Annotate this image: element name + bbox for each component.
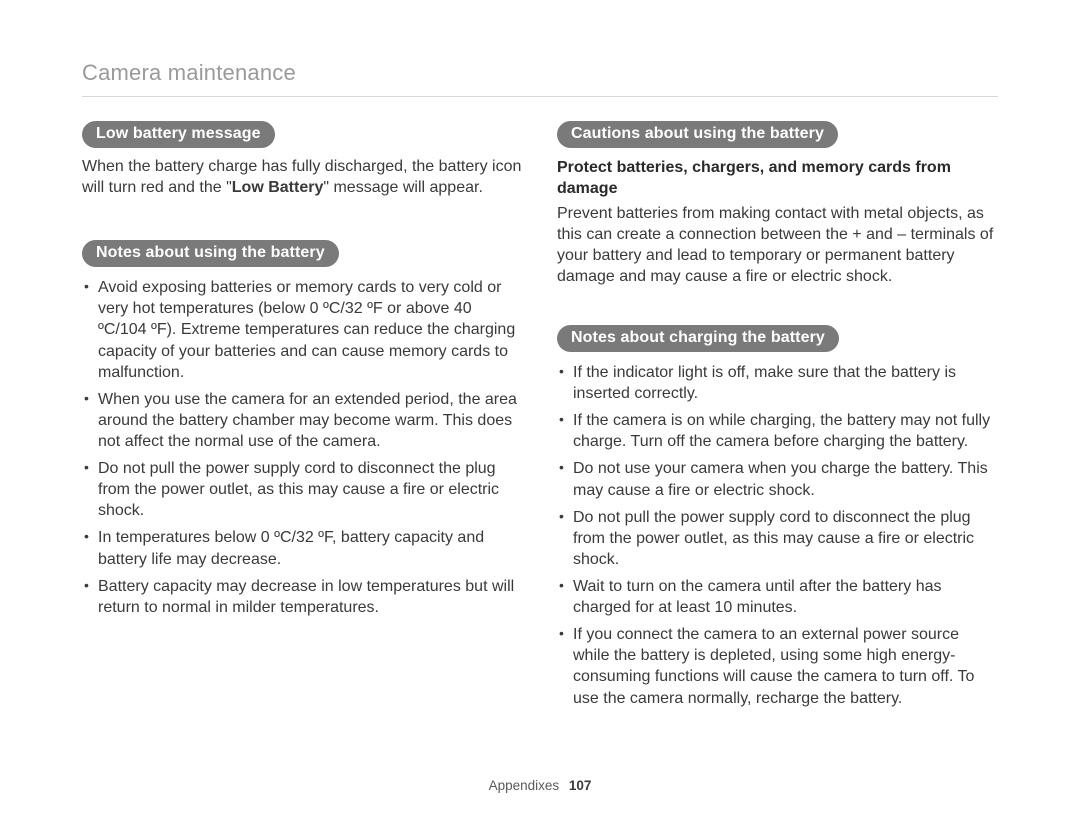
footer-page-number: 107 [569, 778, 592, 793]
spacer [82, 204, 523, 226]
notes-charging-list: If the indicator light is off, make sure… [557, 362, 998, 709]
text-run: " message will appear. [323, 179, 483, 196]
list-item: If the camera is on while charging, the … [557, 410, 998, 452]
left-column: Low battery message When the battery cha… [82, 121, 523, 715]
cautions-subhead: Protect batteries, chargers, and memory … [557, 158, 998, 200]
footer-section-label: Appendixes [489, 778, 560, 793]
section-pill-notes-charging: Notes about charging the battery [557, 325, 839, 352]
list-item: Do not use your camera when you charge t… [557, 458, 998, 500]
bold-inline-low-battery: Low Battery [232, 179, 324, 196]
two-column-layout: Low battery message When the battery cha… [82, 121, 998, 715]
list-item: In temperatures below 0 ºC/32 ºF, batter… [82, 527, 523, 569]
list-item: Wait to turn on the camera until after t… [557, 576, 998, 618]
notes-using-list: Avoid exposing batteries or memory cards… [82, 277, 523, 618]
list-item: When you use the camera for an extended … [82, 389, 523, 452]
spacer [557, 293, 998, 311]
manual-page: Camera maintenance Low battery message W… [0, 0, 1080, 815]
cautions-paragraph: Prevent batteries from making contact wi… [557, 203, 998, 287]
section-pill-cautions: Cautions about using the battery [557, 121, 838, 148]
right-column: Cautions about using the battery Protect… [557, 121, 998, 715]
list-item: If the indicator light is off, make sure… [557, 362, 998, 404]
section-pill-low-battery: Low battery message [82, 121, 275, 148]
section-pill-notes-using: Notes about using the battery [82, 240, 339, 267]
breadcrumb: Camera maintenance [82, 60, 998, 97]
list-item: Battery capacity may decrease in low tem… [82, 576, 523, 618]
list-item: If you connect the camera to an external… [557, 624, 998, 708]
list-item: Do not pull the power supply cord to dis… [557, 507, 998, 570]
list-item: Do not pull the power supply cord to dis… [82, 458, 523, 521]
low-battery-paragraph: When the battery charge has fully discha… [82, 156, 523, 198]
list-item: Avoid exposing batteries or memory cards… [82, 277, 523, 383]
page-footer: Appendixes 107 [0, 778, 1080, 793]
